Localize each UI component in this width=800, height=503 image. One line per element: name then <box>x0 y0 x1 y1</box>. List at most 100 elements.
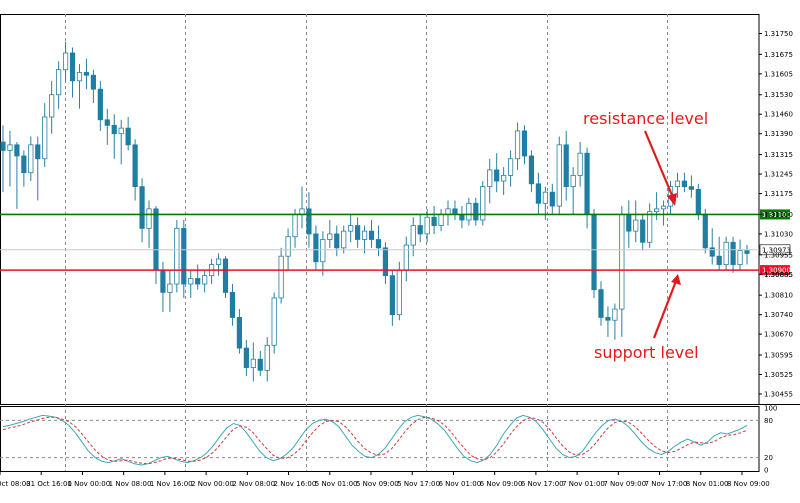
candle <box>195 264 201 290</box>
price-tick-label: 1.31245 <box>764 171 793 179</box>
candle <box>709 228 715 265</box>
candle <box>299 186 305 229</box>
candle <box>431 206 437 234</box>
price-tick-label: 1.30740 <box>764 311 793 319</box>
candle <box>14 142 20 209</box>
candle <box>229 284 236 326</box>
oscillator-line <box>2 416 748 465</box>
candlestick-series <box>0 41 750 382</box>
candle <box>501 167 507 195</box>
candle <box>494 153 500 193</box>
candle <box>688 175 694 198</box>
price-tick-label: 1.30955 <box>764 251 793 259</box>
candle <box>0 125 6 193</box>
candle <box>35 136 41 201</box>
price-tick-label: 1.30885 <box>764 271 793 279</box>
candle <box>208 258 215 285</box>
candle <box>334 225 340 257</box>
oscillator-axis: 100 80 20 0 <box>764 405 777 475</box>
candle <box>69 47 76 98</box>
candle <box>549 183 555 215</box>
time-tick-label: 2 Nov 08:00 <box>232 480 275 488</box>
oscillator-grid <box>0 406 760 472</box>
candle <box>375 225 382 257</box>
candle <box>271 292 277 354</box>
candle <box>341 225 347 254</box>
time-tick-label: 1 Nov 08:00 <box>109 480 152 488</box>
candle <box>90 69 96 104</box>
price-tick-label: 1.30670 <box>764 331 793 339</box>
candle <box>56 61 62 109</box>
price-tick-label: 1.30595 <box>764 352 793 360</box>
candle <box>278 247 284 304</box>
candle <box>49 80 55 134</box>
candle <box>459 206 465 229</box>
candle <box>355 217 361 248</box>
candle <box>139 178 145 243</box>
candle <box>438 208 444 232</box>
candle <box>348 214 354 243</box>
candle <box>368 220 375 248</box>
time-tick-label: 2 Nov 16:00 <box>274 480 317 488</box>
time-tick-label: 6 Nov 01:00 <box>438 480 481 488</box>
candle <box>243 339 249 376</box>
level-tag: 1.30900 <box>762 267 791 275</box>
price-tick-label: 1.31100 <box>764 211 793 219</box>
candle <box>257 350 263 376</box>
candle <box>584 147 590 229</box>
candle <box>382 242 389 285</box>
candle <box>452 200 458 221</box>
candle <box>737 239 743 271</box>
time-tick-label: 31 Oct 16:00 <box>26 480 72 488</box>
time-tick-label: 31 Oct 08:00 <box>0 480 31 488</box>
candle <box>250 342 256 382</box>
candle <box>445 200 451 226</box>
time-tick-label: 8 Nov 01:00 <box>686 480 729 488</box>
price-tick-label: 1.31390 <box>764 130 793 138</box>
candle <box>327 220 333 248</box>
candle <box>160 261 166 312</box>
time-tick-label: 6 Nov 17:00 <box>521 480 564 488</box>
candle <box>174 220 180 293</box>
candle <box>647 203 653 248</box>
candle <box>417 214 423 243</box>
candle <box>521 125 528 165</box>
price-tick-label: 1.30525 <box>764 371 793 379</box>
oscillator-panel: 100 80 20 0 <box>0 405 777 475</box>
price-tick-label: 1.31675 <box>764 51 793 59</box>
candle <box>181 220 187 298</box>
candle <box>528 150 535 193</box>
oscillator-line <box>2 414 748 466</box>
time-tick-label: 2 Nov 00:00 <box>191 480 234 488</box>
time-tick-label: 7 Nov 01:00 <box>562 480 605 488</box>
candle <box>28 136 34 182</box>
candle <box>153 206 159 285</box>
candle <box>514 122 521 170</box>
candle <box>716 236 722 271</box>
candle <box>313 225 319 271</box>
candle <box>723 236 729 271</box>
oscillator-tick-label: 100 <box>764 405 777 413</box>
support-label: support level <box>594 343 699 362</box>
price-tick-label: 1.31315 <box>764 151 793 159</box>
support-arrow <box>652 274 681 339</box>
candle <box>605 306 611 337</box>
price-tick-label: 1.31175 <box>764 190 793 198</box>
candle <box>111 114 117 159</box>
candle <box>654 192 660 221</box>
candle <box>42 103 48 168</box>
candle <box>306 192 312 248</box>
candle <box>619 206 625 337</box>
candle <box>570 167 576 215</box>
candle <box>320 231 326 276</box>
resistance-arrow <box>643 130 677 206</box>
oscillator-tick-label: 0 <box>764 467 768 475</box>
oscillator-tick-label: 20 <box>764 454 773 462</box>
candle <box>132 139 138 201</box>
time-tick-label: 1 Nov 00:00 <box>67 480 110 488</box>
candle <box>466 197 472 226</box>
price-tick-label: 1.31750 <box>764 30 793 38</box>
oscillator-series <box>2 414 748 466</box>
price-tick-label: 1.30810 <box>764 292 793 300</box>
